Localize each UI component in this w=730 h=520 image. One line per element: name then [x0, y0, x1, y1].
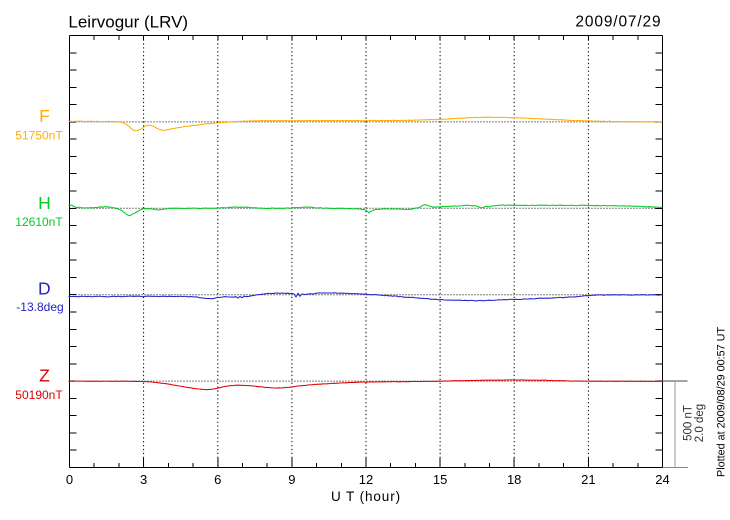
- svg-text:-13.8deg: -13.8deg: [16, 300, 63, 314]
- svg-text:2009/07/29: 2009/07/29: [575, 13, 661, 30]
- svg-text:51750nT: 51750nT: [15, 128, 63, 142]
- svg-text:Z: Z: [39, 366, 50, 386]
- svg-text:F: F: [39, 106, 50, 126]
- svg-text:50190nT: 50190nT: [15, 388, 63, 402]
- svg-text:U T (hour): U T (hour): [331, 489, 401, 504]
- svg-text:0: 0: [66, 472, 73, 487]
- svg-text:H: H: [38, 193, 51, 213]
- svg-text:24: 24: [655, 472, 669, 487]
- svg-text:9: 9: [288, 472, 295, 487]
- svg-text:D: D: [38, 279, 51, 299]
- svg-text:18: 18: [507, 472, 521, 487]
- svg-text:21: 21: [581, 472, 595, 487]
- svg-text:500 nT: 500 nT: [683, 405, 695, 441]
- svg-text:15: 15: [433, 472, 447, 487]
- svg-text:12: 12: [359, 472, 373, 487]
- svg-text:3: 3: [140, 472, 147, 487]
- svg-text:2.0 deg: 2.0 deg: [694, 404, 706, 442]
- svg-text:Plotted at 2009/08/29 00:57 UT: Plotted at 2009/08/29 00:57 UT: [716, 327, 728, 477]
- svg-text:6: 6: [214, 472, 221, 487]
- svg-text:Leirvogur (LRV): Leirvogur (LRV): [68, 12, 188, 31]
- svg-text:12610nT: 12610nT: [15, 215, 63, 229]
